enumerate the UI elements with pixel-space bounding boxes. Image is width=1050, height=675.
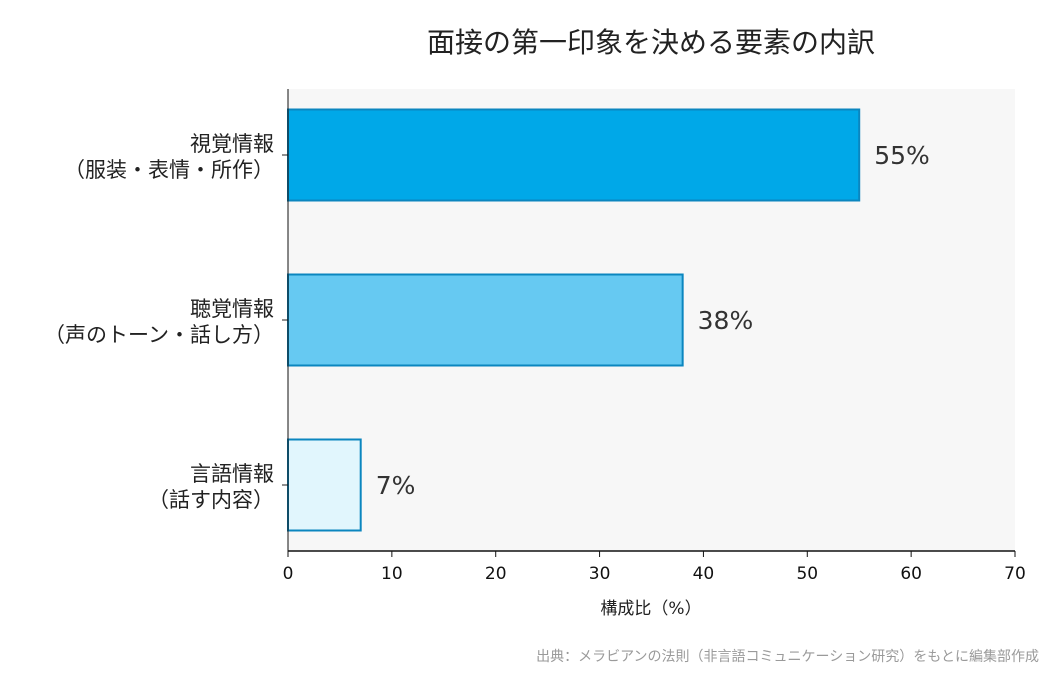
- x-tick-label-4: 40: [693, 564, 715, 584]
- x-axis: 0 10 20 30 40 50 60 70: [283, 89, 1026, 584]
- bar-2: [287, 438, 362, 532]
- bar-0: [287, 108, 861, 202]
- value-label-2: 7%: [376, 471, 416, 500]
- x-tick-label-3: 30: [589, 564, 611, 584]
- x-axis-title: 構成比（%）: [600, 599, 701, 619]
- category-label-1-line-1: （声のトーン・話し方）: [44, 323, 274, 347]
- x-tick-label-5: 50: [796, 564, 818, 584]
- source-note: 出典：メラビアンの法則（非言語コミュニケーション研究）をもとに編集部作成: [536, 648, 1039, 665]
- category-label-2-line-1: （話す内容）: [148, 488, 274, 512]
- bar-1: [287, 273, 684, 367]
- category-label-0-line-0: 視覚情報: [190, 132, 274, 156]
- x-tick-label-1: 10: [381, 564, 403, 584]
- x-tick-label-2: 20: [485, 564, 507, 584]
- x-tick-label-6: 60: [900, 564, 922, 584]
- x-tick-label-0: 0: [283, 564, 294, 584]
- x-tick-label-7: 70: [1004, 564, 1026, 584]
- value-label-1: 38%: [698, 306, 754, 335]
- category-label-2-line-0: 言語情報: [190, 462, 274, 486]
- category-label-0-line-1: （服装・表情・所作）: [64, 158, 274, 182]
- category-labels: 視覚情報（服装・表情・所作） 聴覚情報（声のトーン・話し方） 言語情報（話す内容）: [44, 132, 288, 512]
- chart-title: 面接の第一印象を決める要素の内訳: [427, 26, 875, 59]
- category-label-1-line-0: 聴覚情報: [190, 297, 274, 321]
- value-label-0: 55%: [874, 141, 930, 170]
- bars-layer: 55% 38% 7%: [287, 108, 930, 532]
